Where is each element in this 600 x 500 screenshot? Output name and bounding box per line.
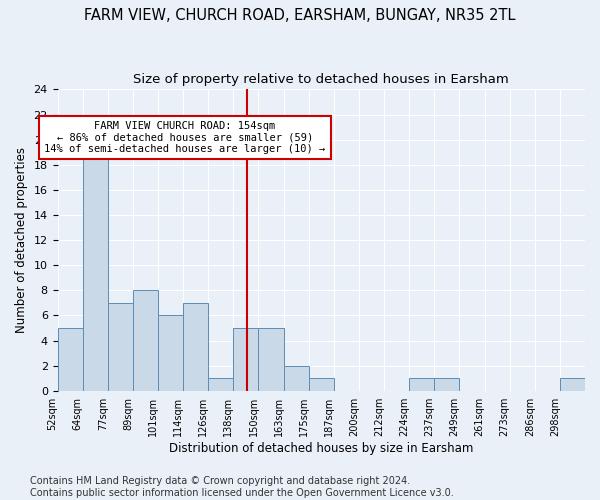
Bar bbox=[158, 316, 183, 391]
Bar bbox=[208, 378, 233, 391]
Text: Contains HM Land Registry data © Crown copyright and database right 2024.
Contai: Contains HM Land Registry data © Crown c… bbox=[30, 476, 454, 498]
Bar bbox=[58, 328, 83, 391]
Bar bbox=[233, 328, 259, 391]
Text: FARM VIEW, CHURCH ROAD, EARSHAM, BUNGAY, NR35 2TL: FARM VIEW, CHURCH ROAD, EARSHAM, BUNGAY,… bbox=[84, 8, 516, 22]
Bar bbox=[309, 378, 334, 391]
Bar bbox=[284, 366, 309, 391]
Title: Size of property relative to detached houses in Earsham: Size of property relative to detached ho… bbox=[133, 72, 509, 86]
Bar bbox=[434, 378, 460, 391]
Bar bbox=[133, 290, 158, 391]
Y-axis label: Number of detached properties: Number of detached properties bbox=[15, 147, 28, 333]
Bar bbox=[409, 378, 434, 391]
Bar bbox=[108, 303, 133, 391]
Bar bbox=[183, 303, 208, 391]
X-axis label: Distribution of detached houses by size in Earsham: Distribution of detached houses by size … bbox=[169, 442, 473, 455]
Text: FARM VIEW CHURCH ROAD: 154sqm
← 86% of detached houses are smaller (59)
14% of s: FARM VIEW CHURCH ROAD: 154sqm ← 86% of d… bbox=[44, 121, 326, 154]
Bar bbox=[83, 140, 108, 391]
Bar bbox=[560, 378, 585, 391]
Bar bbox=[259, 328, 284, 391]
